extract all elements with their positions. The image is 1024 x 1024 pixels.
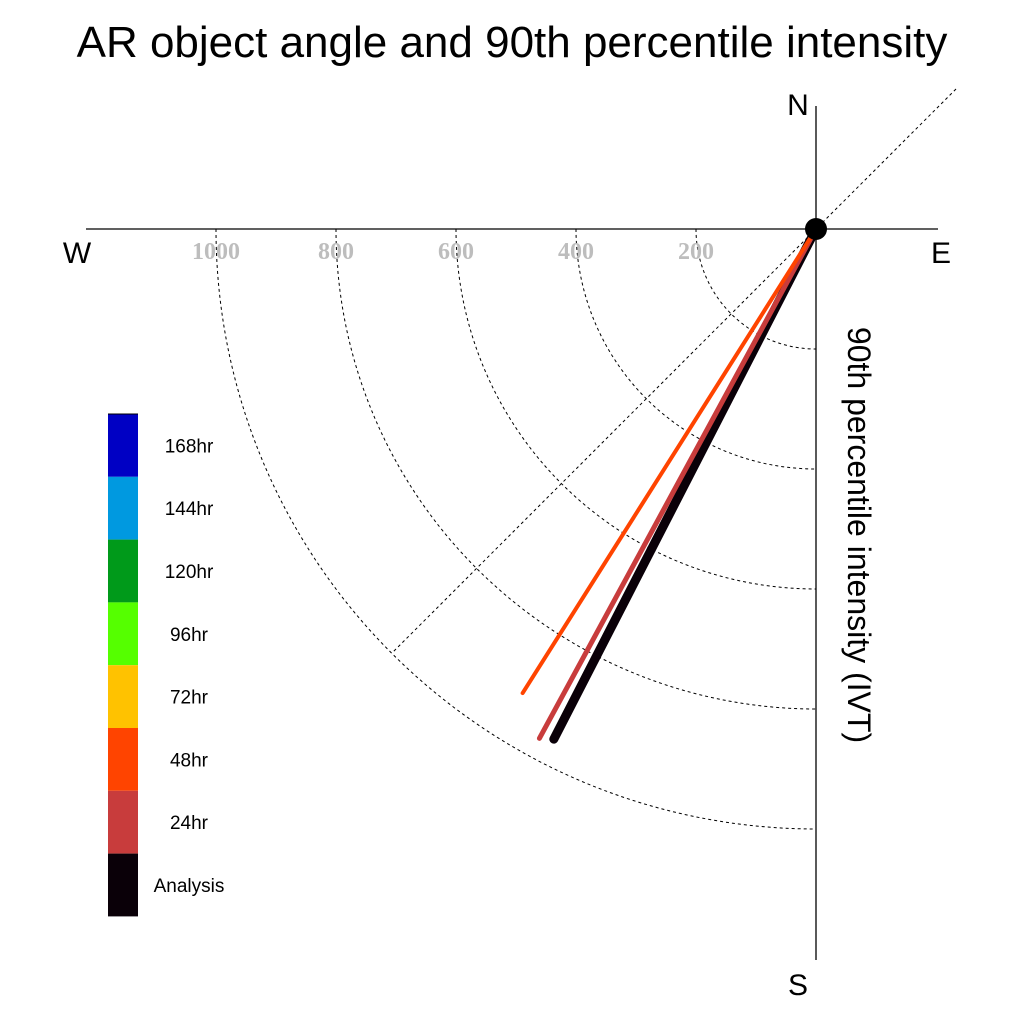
grid-ring xyxy=(695,228,817,350)
series-lines xyxy=(520,224,821,744)
tick-label: 1000 xyxy=(192,239,240,265)
grid xyxy=(215,88,957,830)
grid-ring xyxy=(215,228,817,830)
tick-label: 400 xyxy=(558,239,594,265)
legend-label: 96hr xyxy=(170,625,209,646)
legend-swatch xyxy=(108,539,138,603)
legend-label: Analysis xyxy=(154,876,225,897)
legend-label: 144hr xyxy=(165,499,214,520)
east-label: E xyxy=(931,237,951,270)
chart-title: AR object angle and 90th percentile inte… xyxy=(77,18,948,67)
legend-swatch xyxy=(108,665,138,728)
legend-label: 48hr xyxy=(170,750,209,771)
diagonal-guide xyxy=(391,88,957,654)
legend-label: 120hr xyxy=(165,562,214,583)
series-line-24hr xyxy=(536,226,819,741)
south-label: S xyxy=(788,969,808,1002)
tick-label: 200 xyxy=(678,239,714,265)
legend-swatch xyxy=(108,790,138,854)
origin-marker xyxy=(805,218,827,240)
legend-label: 72hr xyxy=(170,688,209,709)
west-label: W xyxy=(63,237,92,270)
legend-swatch xyxy=(108,853,138,917)
legend: 168hr 144hr 120hr 96hr 72hr 48hr 24hr Analysis xyxy=(108,413,225,917)
y-axis-label: 90th percentile intensity (IVT) xyxy=(841,327,877,743)
legend-swatch xyxy=(108,414,138,477)
tick-label: 600 xyxy=(438,239,474,265)
radial-tick-labels: 1000 800 600 400 200 xyxy=(192,239,714,265)
legend-swatch xyxy=(108,476,138,540)
tick-label: 800 xyxy=(318,239,354,265)
legend-label: 24hr xyxy=(170,813,209,834)
legend-label: 168hr xyxy=(165,436,214,457)
legend-swatch xyxy=(108,602,138,666)
series-line-48hr xyxy=(520,227,818,696)
legend-swatch xyxy=(108,728,138,791)
north-label: N xyxy=(787,89,809,122)
